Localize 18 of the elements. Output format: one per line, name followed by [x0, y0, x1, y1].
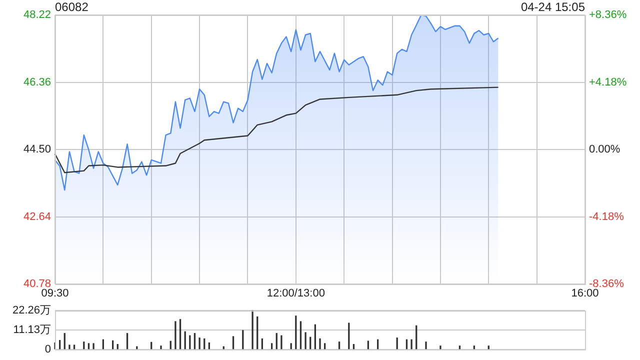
x-tick-label: 09:30 — [41, 288, 69, 300]
y-tick-label: 22.26万 — [12, 304, 51, 317]
y-tick-label: 44.50 — [23, 144, 51, 156]
x-tick-label: 12:00/13:00 — [266, 288, 325, 300]
y-tick-label: 40.78 — [23, 278, 51, 290]
chart-title: 06082 — [55, 0, 88, 14]
y2-tick-label: -4.18% — [589, 210, 624, 223]
y2-tick-label: 0.00% — [589, 144, 620, 156]
text: 04-24 15:05 — [520, 0, 585, 14]
y-tick-label: 48.22 — [23, 9, 51, 22]
y2-tick-label: +4.18% — [589, 76, 627, 88]
y2-tick-label: +8.36% — [589, 9, 627, 22]
x-tick-label: 16:00 — [571, 288, 599, 300]
y-tick-label: 11.13万 — [13, 324, 51, 336]
y-tick-label: 0 — [44, 343, 51, 356]
y2-tick-label: -8.36% — [589, 278, 624, 290]
y-tick-label: 42.64 — [23, 210, 51, 223]
y-tick-label: 46.36 — [23, 76, 51, 88]
